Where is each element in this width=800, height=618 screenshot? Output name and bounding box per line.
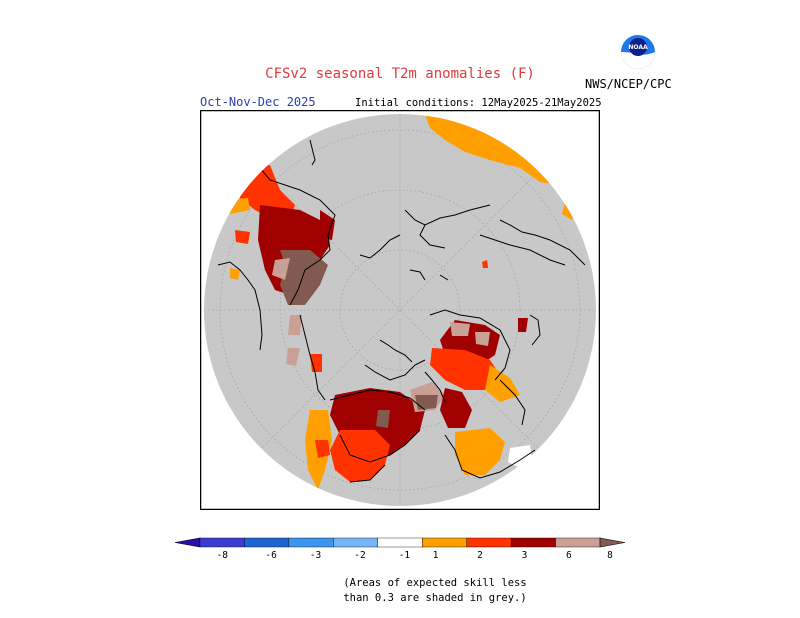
colorbar-swatch (599, 537, 626, 548)
skill-note: (Areas of expected skill less than 0.3 a… (330, 576, 540, 606)
colorbar-swatch (244, 537, 290, 548)
colorbar-tick-label: -6 (265, 550, 277, 561)
chart-title: CFSv2 seasonal T2m anomalies (F) (265, 66, 535, 82)
colorbar-swatch (377, 537, 423, 548)
colorbar-swatch (199, 537, 245, 548)
colorbar-swatch (510, 537, 556, 548)
colorbar-tick-label: 1 (433, 550, 439, 561)
skill-note-line-1: (Areas of expected skill less (343, 577, 527, 589)
colorbar-tick-label: 8 (607, 550, 613, 561)
colorbar-swatch (466, 537, 512, 548)
colorbar-tick-label: -1 (399, 550, 411, 561)
forecast-period: Oct-Nov-Dec 2025 (200, 95, 316, 109)
anomaly-patches (225, 114, 576, 490)
svg-text:NOAA: NOAA (628, 44, 648, 51)
colorbar-swatch (555, 537, 601, 548)
coastlines (217, 139, 586, 483)
colorbar-swatch (422, 537, 467, 548)
colorbar-swatch (174, 537, 201, 548)
colorbar-swatch (288, 537, 334, 548)
colorbar-tick-label: -3 (310, 550, 321, 561)
colorbar-tick-label: -2 (354, 550, 365, 561)
skill-note-line-2: than 0.3 are shaded in grey.) (343, 592, 527, 604)
colorbar-tick-label: 6 (566, 550, 572, 561)
anomaly-map (200, 110, 600, 510)
colorbar-tick-label: 2 (477, 550, 483, 561)
colorbar-swatch (333, 537, 378, 548)
noaa-logo-icon: NOAA (621, 35, 655, 69)
agency-label: NWS/NCEP/CPC (585, 77, 672, 91)
map-frame (200, 110, 600, 510)
initial-conditions: Initial conditions: 12May2025-21May2025 (355, 97, 602, 109)
colorbar-tick-label: -8 (216, 550, 228, 561)
colorbar: -8 -6 -3 -2 -1 1 2 3 6 8 (174, 537, 626, 561)
colorbar-tick-label: 3 (522, 550, 528, 561)
